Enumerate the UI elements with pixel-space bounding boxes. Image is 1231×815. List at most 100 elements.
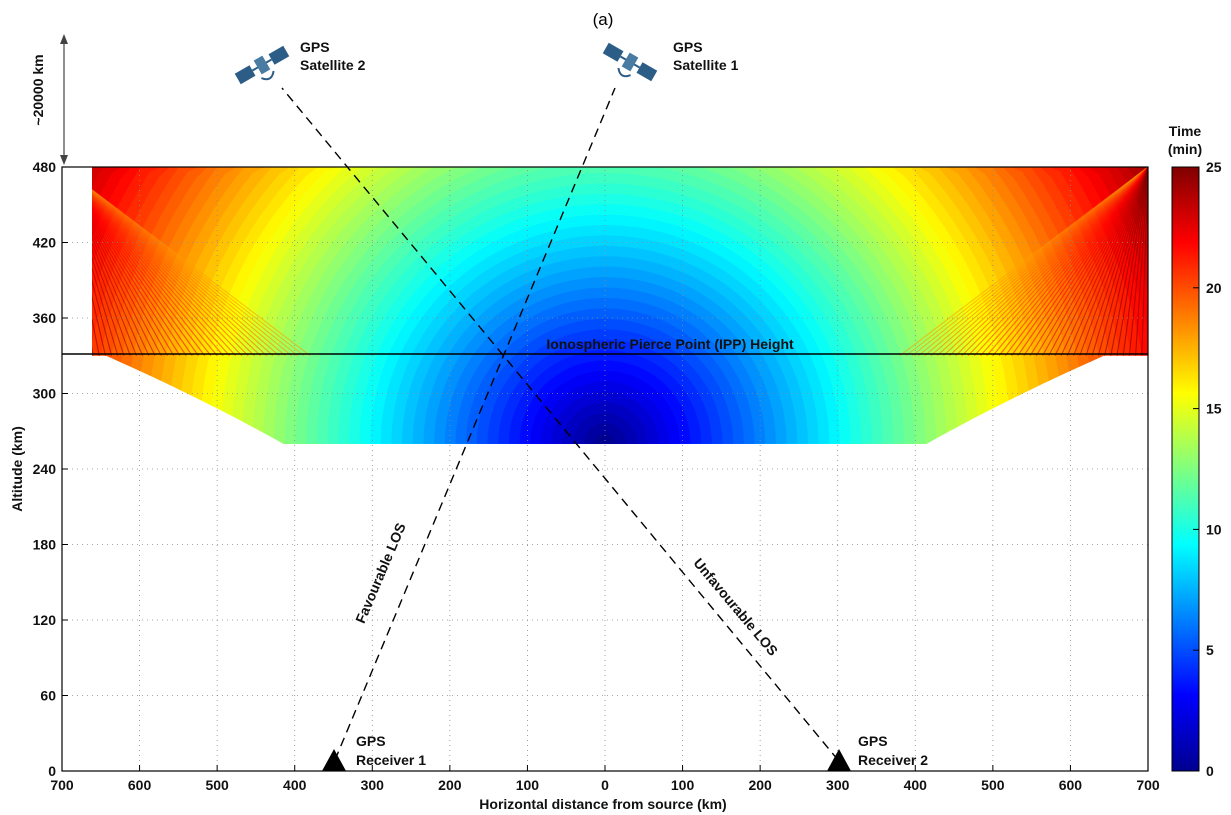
satellite-icon [234,45,290,85]
contour-line [92,209,193,357]
contour-line [92,211,187,357]
x-tick-label: 700 [50,777,74,793]
receiver-2-label-line2: Receiver 2 [858,752,928,768]
contour-line [92,199,230,357]
contour-line [942,167,1148,357]
contour-line [1135,167,1148,356]
contour-line [92,194,261,357]
colorbar-title-line1: Time [1169,123,1202,139]
contour-line [1023,167,1148,357]
contour-line [92,196,249,357]
colorbar-tick-label: 0 [1206,763,1214,779]
x-tick-label: 500 [205,777,229,793]
top-marker-arrowhead-up [60,34,68,44]
contour-line [92,216,175,357]
contour-line [1042,167,1148,357]
receiver-1-icon [322,749,346,771]
contour-line [918,167,1148,357]
contour-line [961,167,1148,357]
contour-line [986,167,1148,357]
x-tick-label: 200 [438,777,462,793]
contour-line [930,167,1148,357]
contour-line [92,226,156,356]
ticks: 700 600 500 400 300 200 100 0 100 200 300 400 500 600… [33,159,1160,793]
x-tick-label: 0 [601,777,609,793]
x-tick-label: 300 [826,777,850,793]
x-tick-label: 500 [981,777,1005,793]
contour-line [92,316,100,356]
x-tick-label: 600 [1059,777,1083,793]
contour-line [92,278,113,356]
contour-line [92,241,137,356]
y-tick-label: 120 [33,612,57,628]
satellite-1-label-line2: Satellite 1 [673,57,739,73]
contour-line [899,167,1148,357]
contour-line [1085,167,1148,356]
contour-line [92,230,150,356]
x-tick-label: 200 [748,777,772,793]
funnel-mask [92,355,599,771]
y-tick-label: 0 [48,763,56,779]
top-marker-arrowhead-down [60,155,68,165]
contour-line [980,167,1148,357]
contour-line [1073,167,1148,356]
satellite-icon [602,42,658,82]
satellite-2-label-line2: Satellite 2 [300,57,366,73]
contour-line [1004,167,1148,357]
contour-line [1011,167,1148,357]
funnel-mask [611,355,1148,771]
contour-line [92,248,131,356]
y-tick-label: 480 [33,159,57,175]
contour-line [92,202,218,357]
ipp-height-label: Ionospheric Pierce Point (IPP) Height [546,336,794,352]
contour-line [92,294,106,356]
contour-line [998,167,1148,357]
top-marker-label: ~20000 km [30,54,46,125]
heat-band [594,433,616,444]
contour-line [1110,167,1148,356]
plot-frame [61,166,1149,772]
contour-line [1104,167,1148,356]
contour-line [92,266,119,356]
contour-line [92,219,168,357]
los-line-unfavourable [281,87,839,761]
x-tick-label: 600 [128,777,152,793]
heatmap-layer [92,167,1148,771]
contour-line [955,167,1148,357]
contour-line [1048,167,1148,357]
colorbar-tick-label: 15 [1206,401,1222,417]
colorbar-tick-label: 20 [1206,280,1222,296]
contour-line [1091,167,1148,356]
contour-line [92,189,305,357]
y-tick-label: 420 [33,235,57,251]
contour-line [967,167,1148,357]
contour-line [911,167,1148,357]
contour-line [92,205,206,357]
contour-line [92,190,292,357]
contour-line [936,167,1148,357]
contour-line [949,167,1148,357]
x-tick-label: 400 [904,777,928,793]
contour-line [92,195,255,357]
satellite-2-label-line1: GPS [300,39,330,55]
contour-line [92,193,274,357]
contour-line [1128,167,1148,356]
contour-line [92,204,212,357]
contour-line [924,167,1148,357]
colorbar-title-line2: (min) [1168,141,1202,157]
contour-line [1116,167,1148,356]
x-axis-title: Horizontal distance from source (km) [479,796,726,812]
contour-line [92,235,144,356]
contour-line [1122,167,1148,356]
x-tick-label: 100 [671,777,695,793]
colorbar [1171,166,1200,772]
contour-line [1141,167,1148,356]
contour-line [92,222,162,357]
y-tick-label: 360 [33,310,57,326]
colorbar-ticks: 0 5 10 15 20 25 [1193,159,1222,779]
contour-line [92,189,311,357]
contour-line [1066,167,1148,356]
x-tick-label: 300 [361,777,385,793]
y-tick-label: 240 [33,461,57,477]
